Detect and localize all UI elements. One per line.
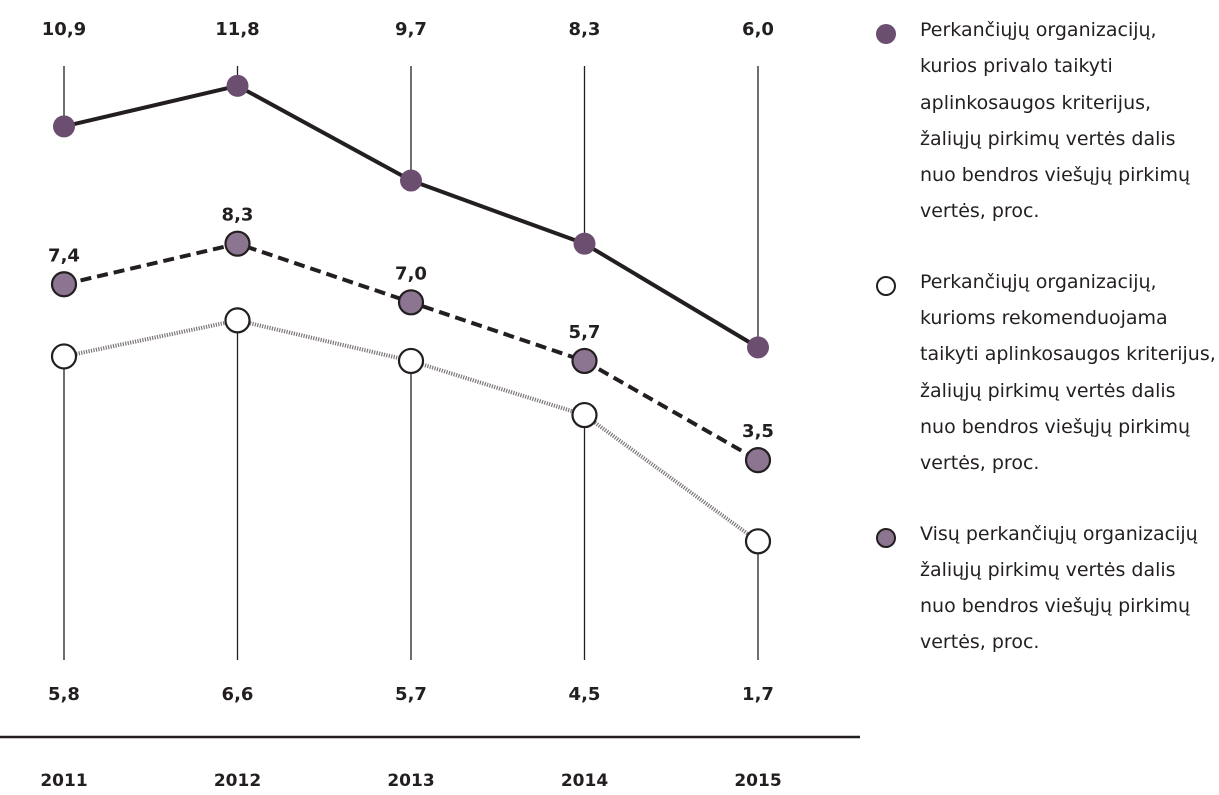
point-all-2014 (571, 347, 598, 375)
point-all-2013 (397, 289, 425, 316)
x-tick-label-2015: 2015 (734, 771, 781, 791)
value-labels: 10,9 11,8 9,7 8,3 6,0 7,4 8,3 7,0 5,7 3,5 5,8 6,6 5,… (42, 19, 774, 705)
point-mandatory-2013 (400, 169, 422, 192)
x-tick-label-2013: 2013 (387, 771, 434, 791)
vertical-guides (63, 66, 759, 660)
point-recommended-2015 (744, 528, 772, 555)
legend-label-recommended: Perkančiųjų organizacijų, kurioms rekome… (920, 270, 1216, 475)
legend-marker-all (876, 527, 896, 548)
point-all-2015 (744, 447, 772, 474)
point-recommended-2012 (224, 307, 251, 334)
series-points (50, 74, 772, 555)
legend-item-all: Visų perkančiųjų organizacijų žaliųjų pi… (876, 516, 1216, 661)
value-label-recommended-2012: 6,6 (222, 684, 254, 705)
x-tick-label-2011: 2011 (40, 771, 87, 791)
value-label-recommended-2011: 5,8 (48, 684, 80, 705)
point-mandatory-2015 (747, 336, 769, 359)
value-label-mandatory-2014: 8,3 (569, 19, 601, 40)
value-label-all-2015: 3,5 (742, 421, 774, 442)
point-mandatory-2012 (226, 74, 249, 97)
legend-item-mandatory: Perkančiųjų organizacijų, kurios privalo… (876, 12, 1216, 230)
value-label-recommended-2015: 1,7 (742, 684, 774, 705)
point-all-2012 (224, 230, 251, 257)
point-recommended-2013 (397, 347, 425, 375)
point-all-2011 (50, 271, 78, 298)
value-label-mandatory-2012: 11,8 (215, 19, 259, 40)
value-label-all-2013: 7,0 (395, 263, 427, 284)
x-tick-label-2012: 2012 (214, 771, 261, 791)
x-tick-label-2014: 2014 (561, 771, 608, 791)
point-recommended-2011 (50, 343, 78, 370)
point-recommended-2014 (571, 401, 598, 429)
legend-marker-mandatory (876, 24, 896, 44)
legend-marker-recommended (876, 275, 896, 296)
value-label-all-2011: 7,4 (48, 245, 80, 266)
legend-label-all: Visų perkančiųjų organizacijų žaliųjų pi… (920, 522, 1198, 654)
point-mandatory-2011 (53, 115, 75, 138)
value-label-mandatory-2011: 10,9 (42, 19, 86, 40)
x-axis-tick-labels: 2011 2012 2013 2014 2015 (40, 771, 781, 791)
value-label-all-2014: 5,7 (569, 322, 601, 343)
value-label-recommended-2013: 5,7 (395, 684, 427, 705)
value-label-mandatory-2015: 6,0 (742, 19, 774, 40)
line-chart: 10,9 11,8 9,7 8,3 6,0 7,4 8,3 7,0 5,7 3,5 5,8 6,6 5,… (0, 19, 860, 791)
value-label-mandatory-2013: 9,7 (395, 19, 427, 40)
legend-item-recommended: Perkančiųjų organizacijų, kurioms rekome… (876, 264, 1216, 482)
legend: Perkančiųjų organizacijų, kurios privalo… (876, 12, 1216, 695)
value-label-all-2012: 8,3 (222, 205, 254, 226)
point-mandatory-2014 (573, 232, 596, 255)
value-label-recommended-2014: 4,5 (569, 684, 601, 705)
legend-label-mandatory: Perkančiųjų organizacijų, kurios privalo… (920, 19, 1191, 223)
